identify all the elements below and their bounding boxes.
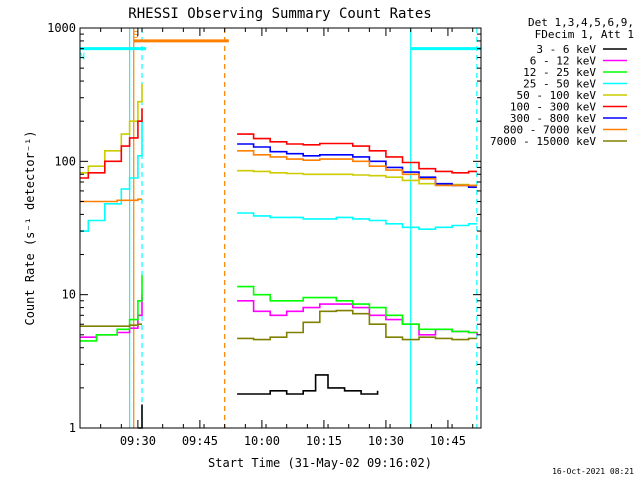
y-tick-label-1: 10 [62,288,76,302]
legend-label-3: 25 - 50 keV [523,78,596,91]
x-tick-label-5: 10:45 [430,434,466,448]
y-tick-label-3: 1000 [47,21,76,35]
x-tick-label-2: 10:00 [244,434,280,448]
plot-frame [79,27,482,429]
legend-label-0: 3 - 6 keV [536,43,596,56]
legend-label-1: 6 - 12 keV [530,55,597,68]
series-line-3 [80,115,477,232]
chart-title: RHESSI Observing Summary Count Rates [128,6,431,22]
legend-label-7: 800 - 7000 keV [503,124,596,137]
axes-layer: 09:30 09:45 10:00 10:15 10:30 10:45 1 10 100 1000 [47,21,481,448]
generated-timestamp: 16-Oct-2021 08:21 [552,467,634,476]
legend-label-6: 300 - 800 keV [510,112,596,125]
y-tick-label-2: 100 [54,154,76,168]
series-line-2 [80,275,477,342]
x-axis-label: Start Time (31-May-02 09:16:02) [208,456,432,470]
annotation-label-s: S [133,30,139,41]
x-tick-label-0: 09:30 [120,434,156,448]
legend-label-8: 7000 - 15000 keV [490,135,596,148]
legend-header-line-2: FDecim 1, Att 1 [535,28,634,41]
series-layer [80,84,478,429]
series-line-6 [237,143,477,188]
x-tick-label-1: 09:45 [182,434,218,448]
legend-label-5: 100 - 300 keV [510,101,596,114]
legend-label-4: 50 - 100 keV [517,89,597,102]
y-tick-label-0: 1 [69,421,76,435]
series-line-7 [80,150,477,203]
series-line-5 [80,108,477,179]
series-line-8 [80,309,477,341]
legend: Det 1,3,4,5,6,9, FDecim 1, Att 1 3 - 6 k… [490,16,634,148]
x-tick-label-3: 10:15 [306,434,342,448]
legend-label-2: 12 - 25 keV [523,66,596,79]
y-axis-label: Count Rate (s⁻¹ detector⁻¹) [23,130,37,325]
legend-header-line-1: Det 1,3,4,5,6,9, [528,16,634,29]
x-tick-label-4: 10:30 [368,434,404,448]
